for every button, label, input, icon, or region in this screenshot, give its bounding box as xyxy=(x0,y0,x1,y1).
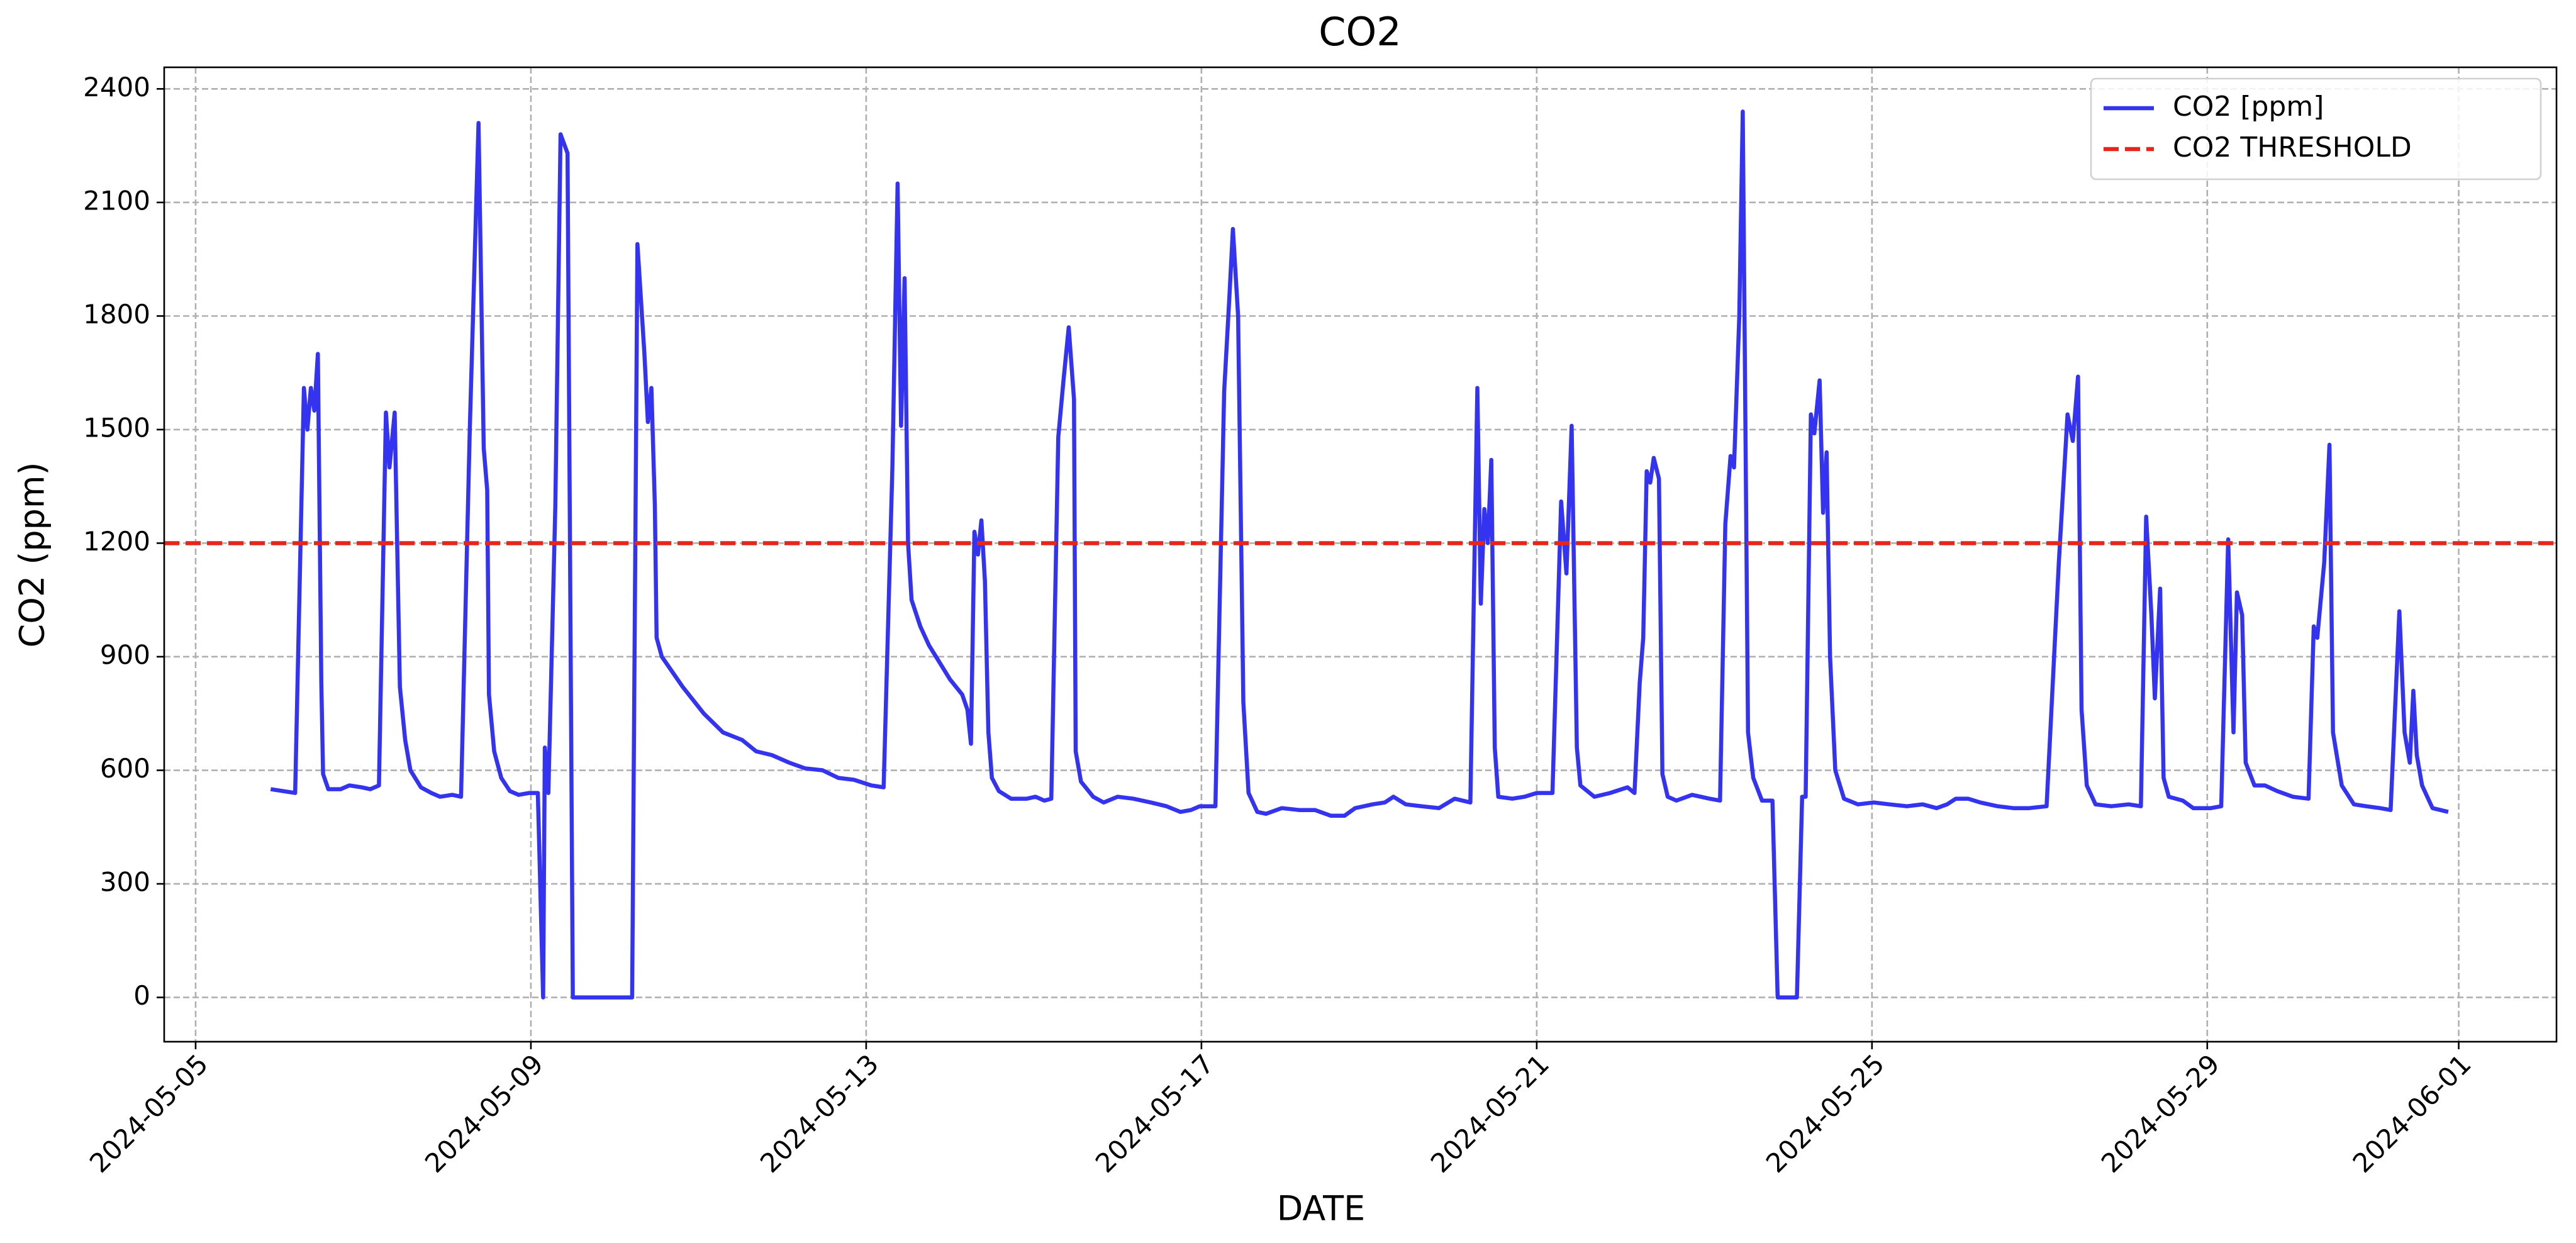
x-tick-label: 2024-05-13 xyxy=(754,1049,884,1179)
y-tick-label: 0 xyxy=(133,980,150,1011)
y-tick-label: 1500 xyxy=(83,412,150,443)
y-tick-label: 1800 xyxy=(83,299,150,330)
y-tick-label: 300 xyxy=(100,867,150,898)
legend-box xyxy=(2090,77,2542,181)
data-line xyxy=(270,109,2449,1000)
x-tick-label: 2024-05-05 xyxy=(84,1049,214,1179)
y-tick-label: 900 xyxy=(100,639,150,670)
x-tick-label: 2024-05-21 xyxy=(1425,1049,1555,1179)
x-tick-label: 2024-05-17 xyxy=(1090,1049,1220,1179)
y-tick-label: 2400 xyxy=(83,72,150,103)
y-tick-label: 2100 xyxy=(83,185,150,216)
x-tick-label: 2024-05-09 xyxy=(419,1049,549,1179)
x-tick-label: 2024-05-25 xyxy=(1760,1049,1890,1179)
plot-frame xyxy=(163,66,2558,1043)
legend-label: CO2 THRESHOLD xyxy=(2173,131,2412,164)
y-tick-label: 1200 xyxy=(83,526,150,557)
x-tick-label: 2024-05-29 xyxy=(2095,1049,2226,1179)
chart-title: CO2 xyxy=(1319,9,1402,55)
y-axis-label: CO2 (ppm) xyxy=(13,462,52,647)
y-tick-label: 600 xyxy=(100,753,150,784)
x-axis-label: DATE xyxy=(1277,1189,1365,1229)
x-tick-label: 2024-06-01 xyxy=(2347,1049,2477,1179)
legend-label: CO2 [ppm] xyxy=(2173,91,2324,123)
